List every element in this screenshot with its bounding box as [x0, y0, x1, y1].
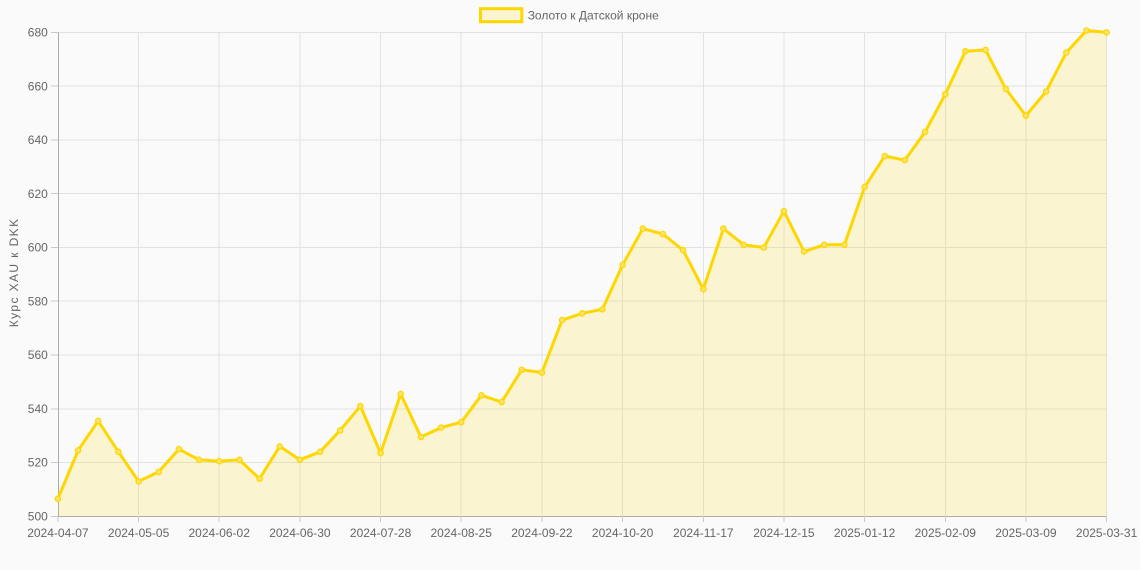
svg-text:2025-03-09: 2025-03-09 [995, 526, 1057, 540]
svg-text:540: 540 [28, 402, 48, 416]
svg-text:500: 500 [28, 510, 48, 524]
svg-text:580: 580 [28, 294, 48, 308]
svg-text:2025-02-09: 2025-02-09 [915, 526, 977, 540]
svg-text:2024-09-22: 2024-09-22 [511, 526, 573, 540]
svg-text:2024-04-07: 2024-04-07 [27, 526, 89, 540]
svg-text:2025-01-12: 2025-01-12 [834, 526, 896, 540]
svg-text:2024-07-28: 2024-07-28 [350, 526, 412, 540]
svg-text:640: 640 [28, 133, 48, 147]
svg-text:680: 680 [28, 26, 48, 40]
svg-text:2024-05-05: 2024-05-05 [108, 526, 170, 540]
svg-text:2024-08-25: 2024-08-25 [431, 526, 493, 540]
svg-text:560: 560 [28, 348, 48, 362]
svg-text:2024-11-17: 2024-11-17 [673, 526, 734, 540]
svg-text:600: 600 [28, 241, 48, 255]
svg-text:2024-06-30: 2024-06-30 [269, 526, 331, 540]
svg-text:2024-12-15: 2024-12-15 [753, 526, 815, 540]
svg-text:2025-03-31: 2025-03-31 [1076, 526, 1138, 540]
svg-text:520: 520 [28, 456, 48, 470]
svg-text:660: 660 [28, 79, 48, 93]
svg-text:2024-10-20: 2024-10-20 [592, 526, 654, 540]
svg-text:Золото к Датской кроне: Золото к Датской кроне [528, 9, 659, 23]
svg-text:620: 620 [28, 187, 48, 201]
svg-text:2024-06-02: 2024-06-02 [189, 526, 251, 540]
svg-text:Курс XAU к DKK: Курс XAU к DKK [7, 218, 21, 328]
